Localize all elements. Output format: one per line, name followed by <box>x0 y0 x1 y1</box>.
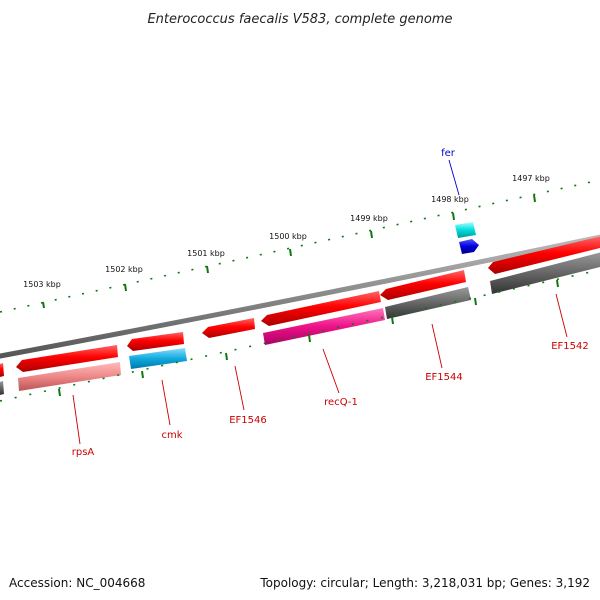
tick-label: 1499 kbp <box>350 214 388 223</box>
gene-rpsA-feature <box>16 345 118 372</box>
gene-recQ-1-feature <box>261 291 381 326</box>
cog-EF1544 <box>385 287 471 319</box>
gene-label-cmk: cmk <box>161 430 182 441</box>
outer-major-ticks <box>42 194 536 309</box>
gene-label-fer: fer <box>441 148 456 159</box>
tick-label: 1503 kbp <box>23 280 61 289</box>
gene-label-rpsA: rpsA <box>72 447 95 458</box>
leader-fer <box>448 159 460 196</box>
forward-features <box>455 222 479 254</box>
gene-fer-cog <box>459 239 479 254</box>
tick-label: 1497 kbp <box>512 174 550 183</box>
genome-backbone <box>0 234 600 359</box>
gene-cmk-feature <box>127 332 184 351</box>
accession-text: Accession: NC_004668 <box>9 576 146 590</box>
leader-EF1542 <box>555 293 568 338</box>
cog-EF1542 <box>490 252 600 294</box>
tick-label: 1501 kbp <box>187 249 225 258</box>
inner-major-ticks <box>58 279 559 397</box>
tick-labels: 1503 kbp 1502 kbp 1501 kbp 1500 kbp 1499… <box>23 174 550 289</box>
gene-fer-feature <box>455 222 476 238</box>
gene-labels: rpsA cmk EF1546 recQ-1 EF1544 EF1542 fer <box>72 148 589 458</box>
cog-edge <box>0 381 4 395</box>
leader-cmk <box>161 379 171 426</box>
tick-label: 1498 kbp <box>431 195 469 204</box>
leader-EF1546 <box>234 365 245 411</box>
leader-rpsA <box>72 394 81 445</box>
gene-label-recQ-1: recQ-1 <box>324 397 358 408</box>
cog-rpsA <box>18 362 121 391</box>
leader-EF1544 <box>431 323 443 369</box>
gene-EF1546-feature <box>202 318 255 338</box>
outer-tick-ring <box>0 179 600 313</box>
cds-features <box>0 236 600 377</box>
cog-recQ-1 <box>263 308 385 345</box>
gene-label-EF1542: EF1542 <box>551 341 589 352</box>
gene-EF1542-feature <box>488 236 600 274</box>
tick-label: 1500 kbp <box>269 232 307 241</box>
label-leaders <box>72 159 568 445</box>
cog-cmk <box>129 348 187 369</box>
map-title: Enterococcus faecalis V583, complete gen… <box>147 12 452 27</box>
leader-recQ-1 <box>322 348 340 394</box>
genome-summary-text: Topology: circular; Length: 3,218,031 bp… <box>260 576 590 590</box>
tick-label: 1502 kbp <box>105 265 143 274</box>
cog-features <box>0 252 600 395</box>
cds-feature-edge <box>0 363 4 377</box>
inner-tick-ring <box>0 269 600 402</box>
gene-EF1544-feature <box>380 270 466 300</box>
gene-label-EF1546: EF1546 <box>229 415 267 426</box>
gene-label-EF1544: EF1544 <box>425 372 463 383</box>
